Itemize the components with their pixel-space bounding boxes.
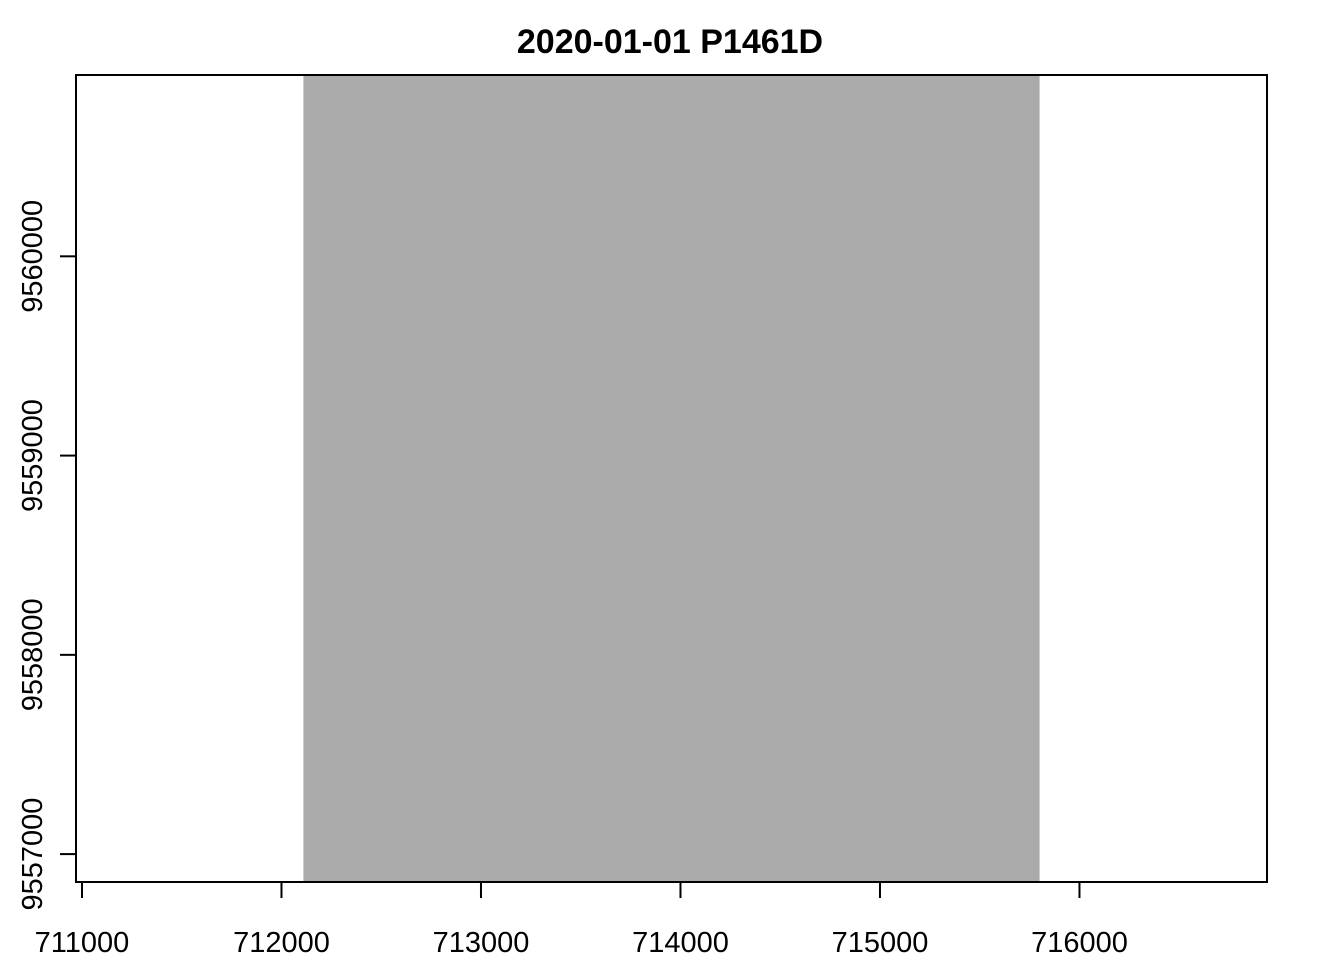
chart-title: 2020-01-01 P1461D bbox=[517, 23, 823, 61]
x-tick-label: 712000 bbox=[233, 927, 330, 959]
y-tick-label: 9557000 bbox=[17, 798, 49, 911]
x-tick-label: 716000 bbox=[1031, 927, 1128, 959]
x-tick-label: 714000 bbox=[632, 927, 729, 959]
x-tick-label: 713000 bbox=[433, 927, 530, 959]
x-tick-label: 715000 bbox=[832, 927, 929, 959]
x-tick-label: 711000 bbox=[35, 927, 130, 959]
y-tick-label: 9560000 bbox=[17, 200, 49, 313]
x-axis: 711000 712000 713000 714000 715000 716000 bbox=[35, 881, 1128, 959]
y-tick-label: 9559000 bbox=[17, 399, 49, 512]
raster-extent bbox=[303, 75, 1040, 882]
y-axis: 9557000 9558000 9559000 9560000 bbox=[17, 200, 77, 911]
y-tick-label: 9558000 bbox=[17, 598, 49, 711]
